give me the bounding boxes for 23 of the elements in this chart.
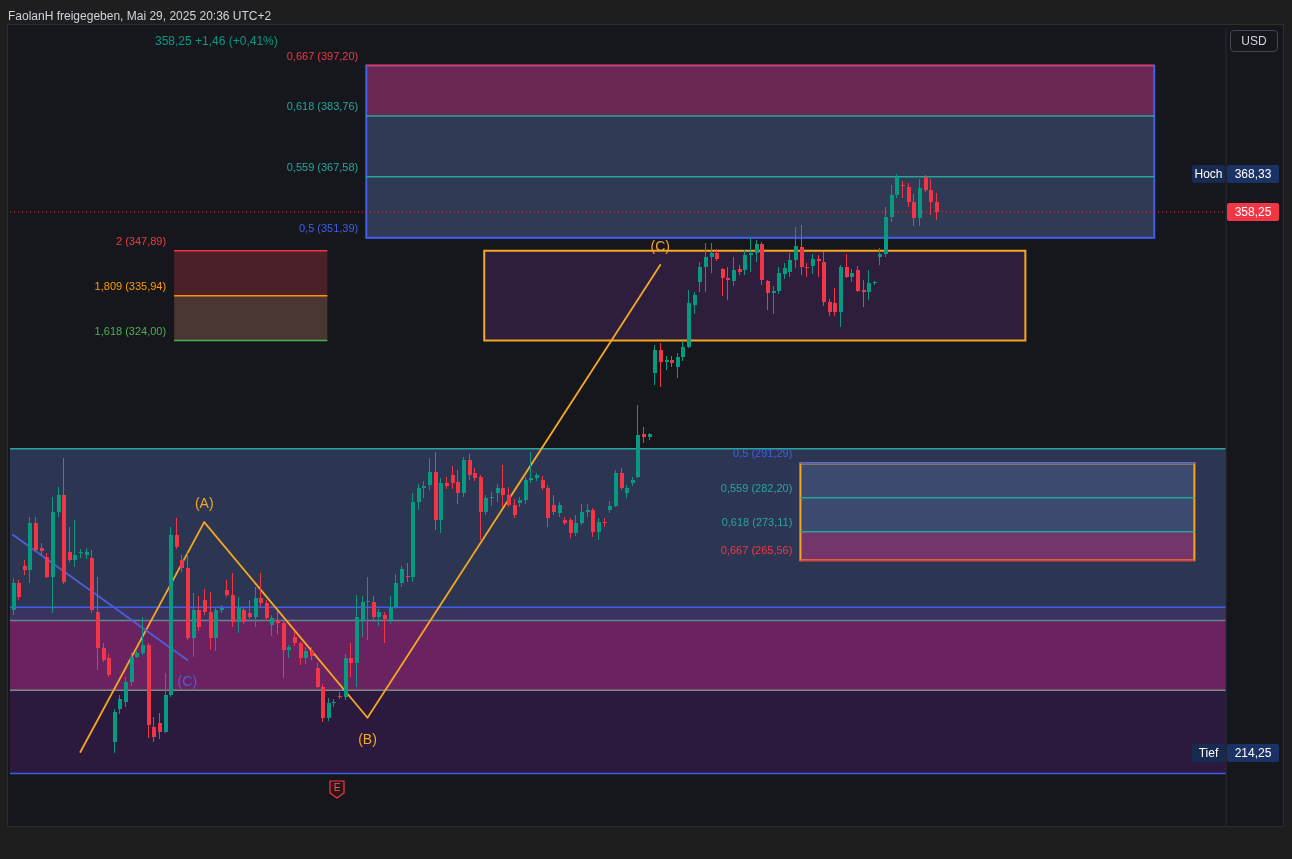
y-tick-label: 368,33	[1234, 167, 1272, 182]
ref-line-label: 0,618 (383,76)	[286, 100, 359, 113]
annotation: Tief	[1198, 745, 1219, 760]
ref-line-label: 0,5 (351,39)	[298, 221, 359, 234]
ref-line-label: 0,618 (273,11)	[721, 515, 793, 528]
ref-line-label: 2 (347,89)	[116, 234, 167, 247]
ref-line-label: 1,618 (324,00)	[94, 324, 167, 337]
ref-line-label: 1,809 (335,94)	[94, 279, 167, 292]
annotation: (B)	[358, 730, 377, 747]
y-tick-label: 214,25	[1234, 745, 1272, 760]
annotation: E	[332, 782, 342, 794]
chart-title: FaolanH freigegeben, Mai 29, 2025 20:36 UTC+2	[8, 8, 272, 24]
currency-button: USD	[1230, 30, 1278, 52]
annotation: 358,25 +1,46 (+0,41%)	[155, 33, 278, 49]
annotation: (C)	[177, 672, 198, 689]
annotation: (A)	[194, 495, 214, 512]
ref-line-label: 0,5 (291,29)	[733, 447, 793, 460]
ref-line-label: 0,559 (367,58)	[286, 160, 359, 173]
y-tick-label: 358,25	[1234, 204, 1272, 219]
ref-line-label: 0,667 (397,20)	[286, 49, 359, 62]
ref-line-label: 0,559 (282,20)	[720, 481, 793, 494]
annotation: Hoch	[1194, 167, 1223, 182]
ref-line-label: 0,667 (265,56)	[720, 544, 793, 557]
